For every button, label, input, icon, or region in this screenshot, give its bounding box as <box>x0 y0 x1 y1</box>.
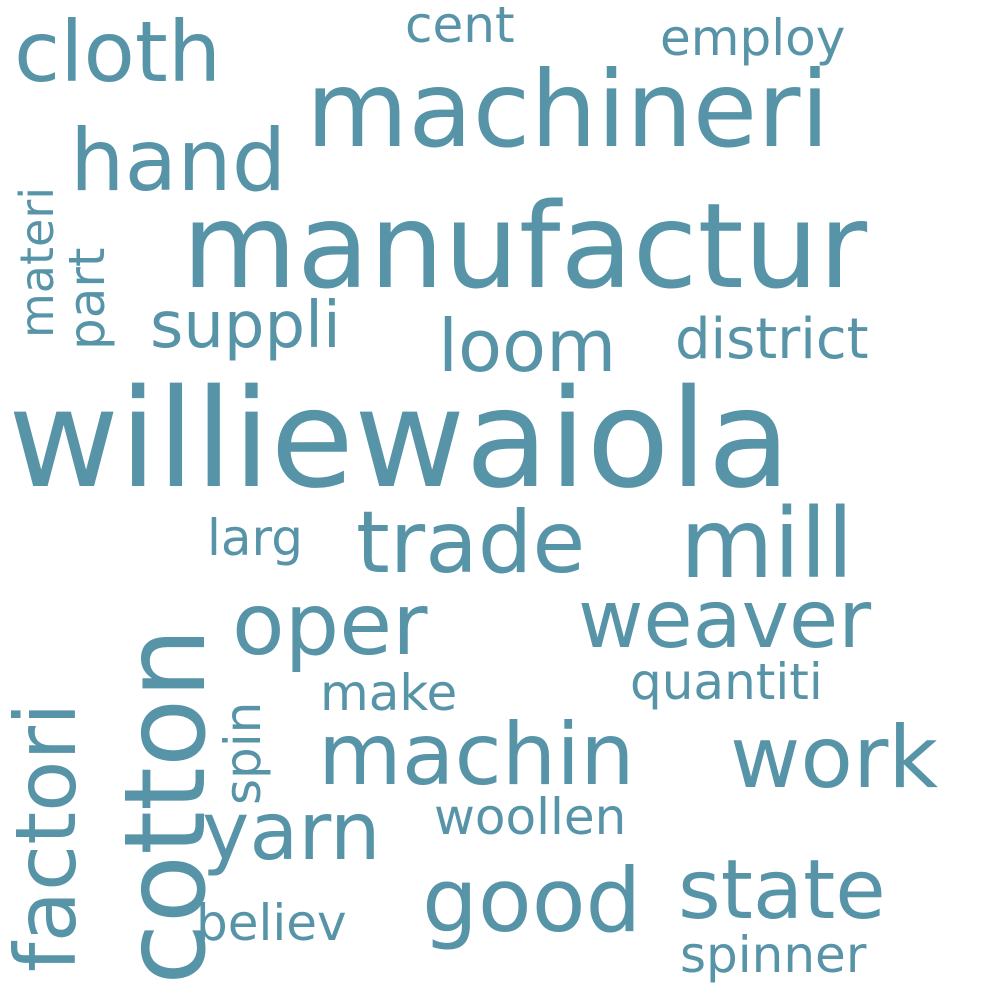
word-part: part <box>58 247 116 350</box>
word-cloth: cloth <box>14 3 222 101</box>
word-suppli: suppli <box>150 289 341 363</box>
word-materi: materi <box>10 186 64 338</box>
word-trade: trade <box>356 493 586 593</box>
word-believ: believ <box>196 894 347 952</box>
word-loom: loom <box>438 304 617 388</box>
word-employ: employ <box>660 9 846 67</box>
word-spinner: spinner <box>680 926 867 984</box>
word-state: state <box>678 843 886 938</box>
word-work: work <box>730 708 939 808</box>
word-larg: larg <box>207 509 303 567</box>
word-manufactur: manufactur <box>182 177 868 315</box>
word-weaver: weaver <box>578 573 872 666</box>
word-good: good <box>422 849 642 952</box>
word-factori: factori <box>0 702 95 972</box>
word-oper: oper <box>232 575 428 675</box>
word-williewaiola: williewaiola <box>8 361 791 519</box>
word-district: district <box>675 307 869 372</box>
word-machin: machin <box>318 705 635 805</box>
word-make: make <box>320 664 458 722</box>
word-hand: hand <box>70 111 287 211</box>
word-yarn: yarn <box>202 785 381 878</box>
word-woollen: woollen <box>434 788 627 846</box>
word-spin: spin <box>214 701 272 805</box>
word-machineri: machineri <box>306 49 830 171</box>
word-cent: cent <box>405 0 515 54</box>
word-mill: mill <box>680 488 854 600</box>
word-quantiti: quantiti <box>630 653 823 711</box>
